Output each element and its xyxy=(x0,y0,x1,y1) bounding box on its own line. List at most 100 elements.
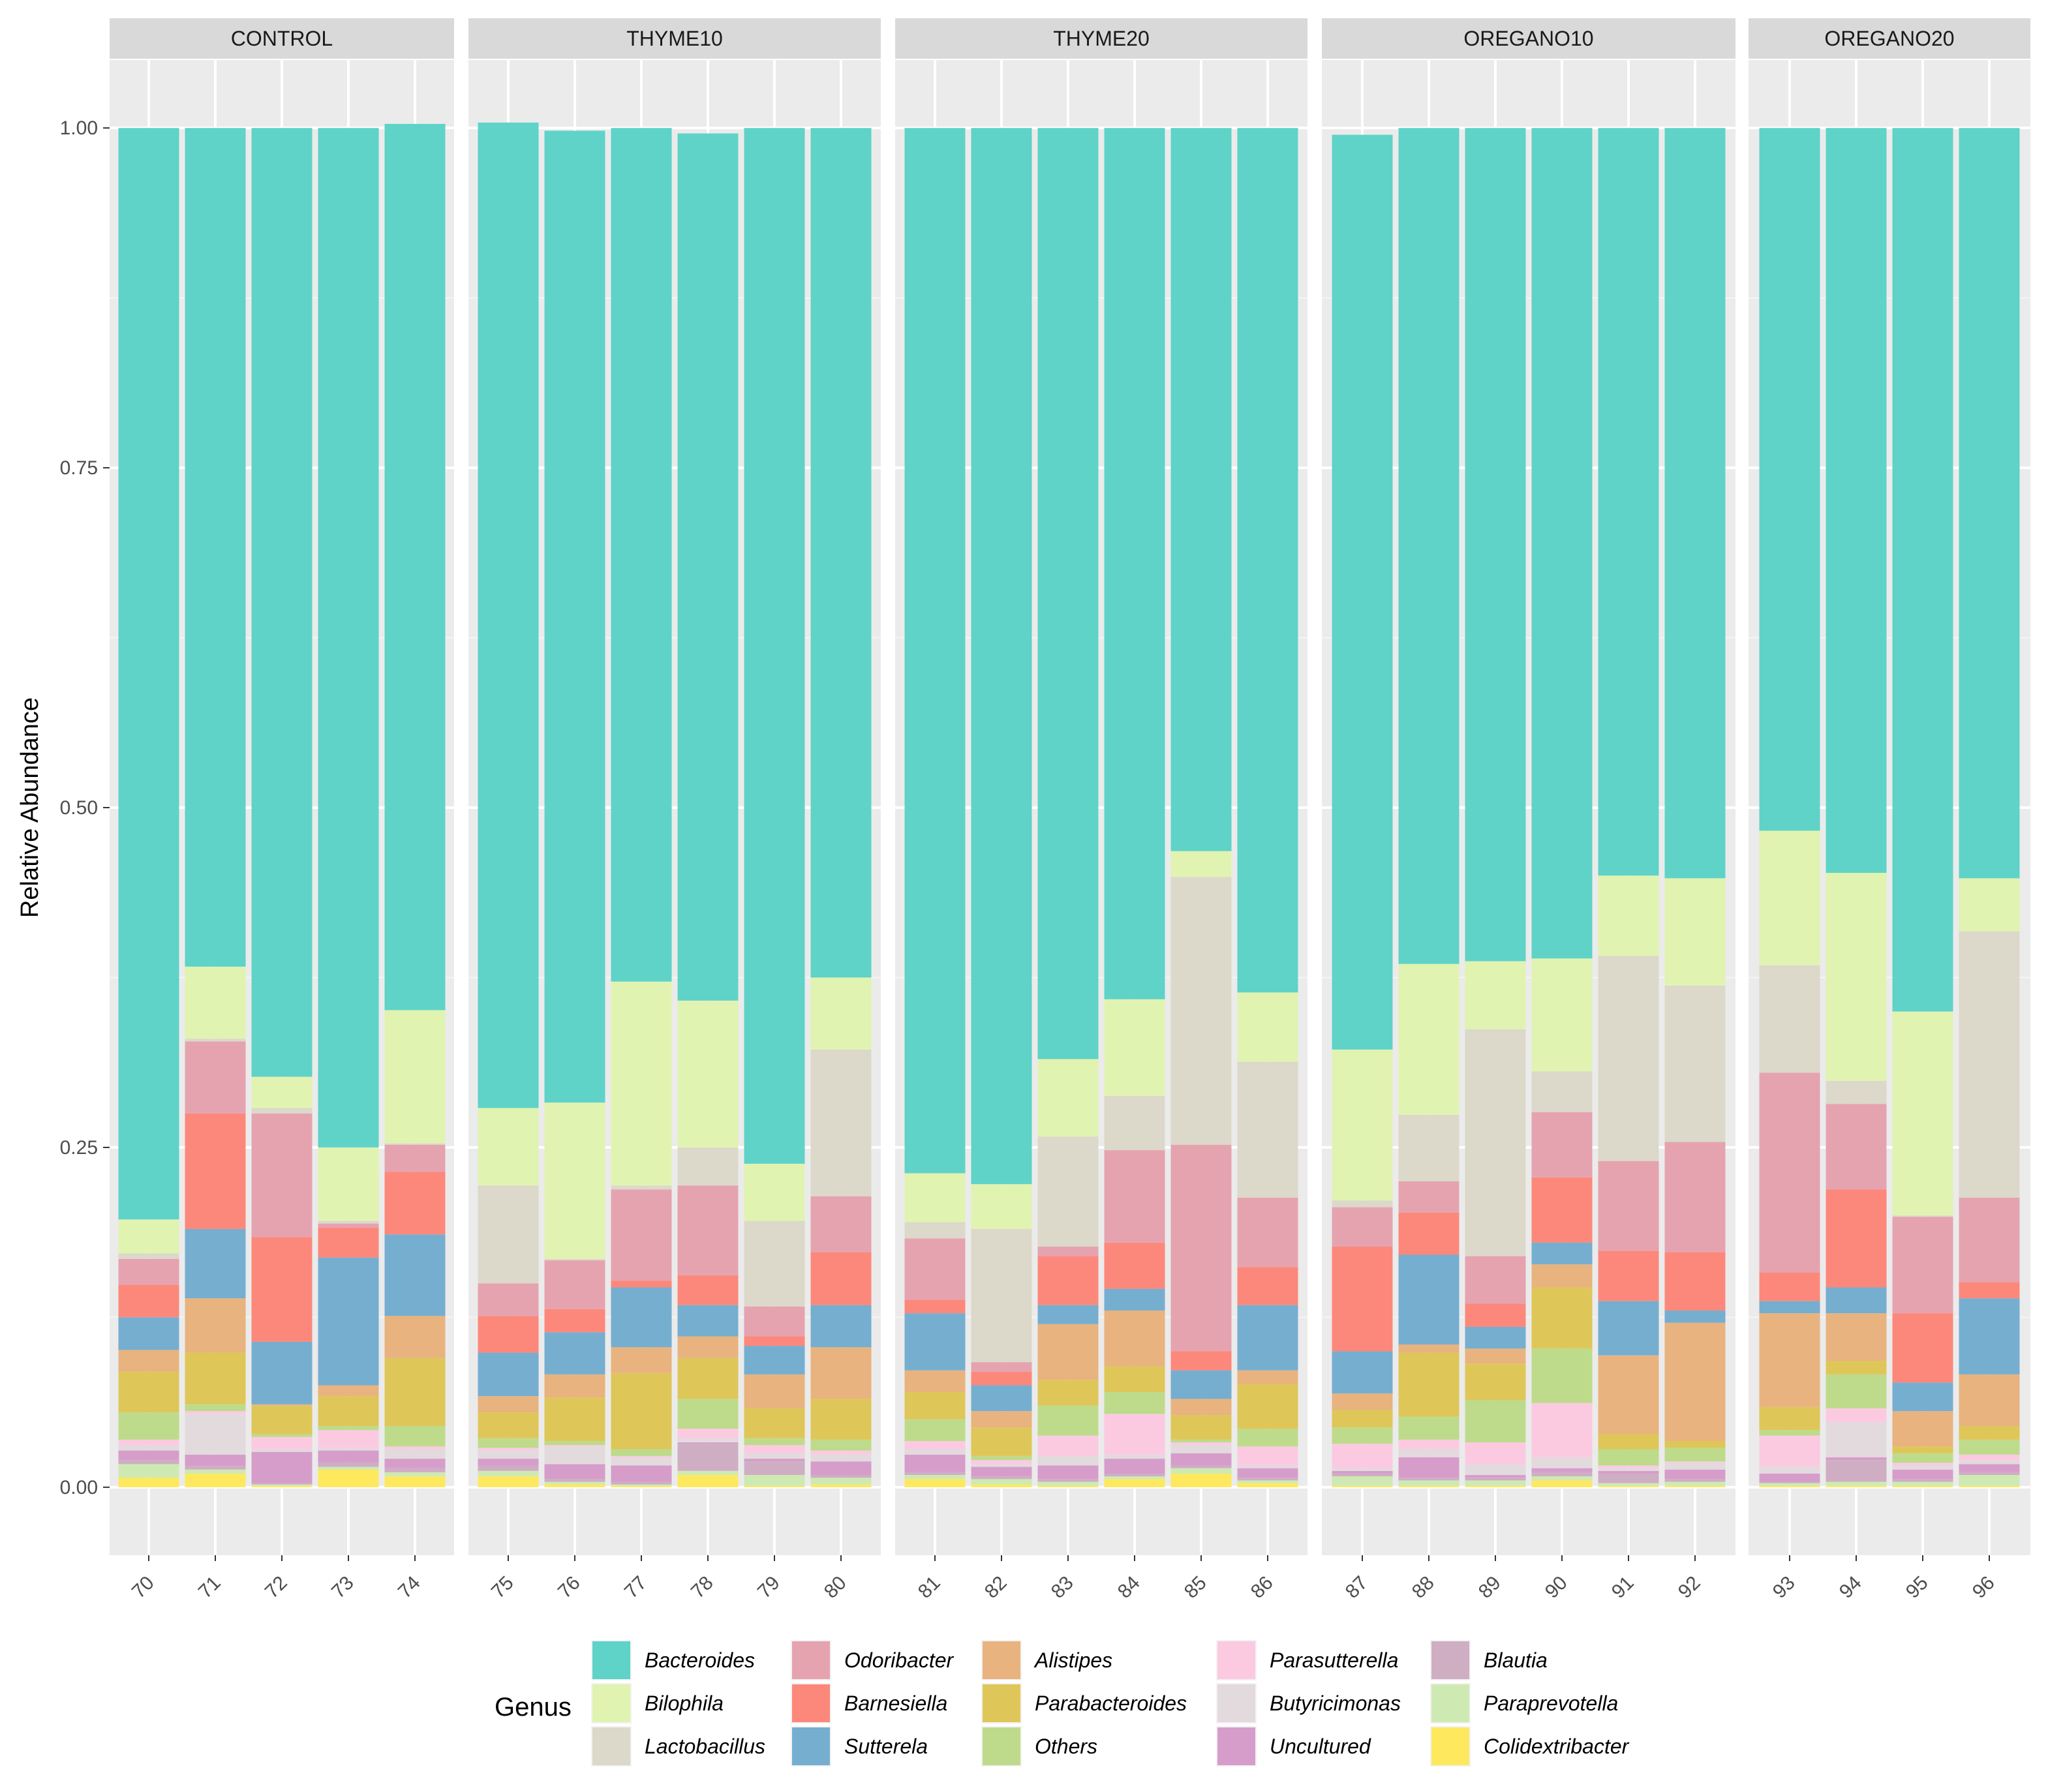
bar-segment-alistipes xyxy=(1959,1374,2020,1427)
bar-segment-blautia xyxy=(1170,1465,1232,1468)
bar-segment-butyricimonas xyxy=(1892,1465,1953,1470)
bar-segment-colidextribacter xyxy=(1104,1479,1165,1487)
bar-segment-butyricimonas xyxy=(185,1414,246,1455)
bar-segment-butyricimonas xyxy=(1398,1449,1460,1457)
bar-sample-76 xyxy=(544,130,605,1487)
legend-label: Sutterela xyxy=(844,1735,928,1758)
bar-segment-bilophila xyxy=(478,1108,539,1186)
bar-segment-others xyxy=(1759,1430,1820,1436)
bar-segment-blautia xyxy=(677,1444,739,1471)
bar-segment-bilophila xyxy=(1037,1059,1099,1137)
bar-segment-bacteroides xyxy=(1104,128,1165,999)
bar-segment-colidextribacter xyxy=(1170,1473,1232,1487)
legend-swatch xyxy=(983,1684,1020,1722)
facet-strip-label: THYME10 xyxy=(626,27,723,50)
bar-segment-alistipes xyxy=(810,1347,872,1399)
bar-segment-alistipes xyxy=(478,1396,539,1413)
bar-segment-lactobacillus xyxy=(904,1222,966,1239)
bar-segment-paraprevotella xyxy=(1826,1481,1887,1486)
bar-segment-butyricimonas xyxy=(118,1445,179,1451)
bar-segment-bilophila xyxy=(1332,1049,1393,1201)
bar-segment-lactobacillus xyxy=(1959,931,2020,1198)
bar-segment-butyricimonas xyxy=(1104,1454,1165,1459)
bar-segment-sutterela xyxy=(1237,1305,1298,1371)
bar-segment-uncultured xyxy=(904,1454,966,1472)
legend-swatch xyxy=(983,1641,1020,1679)
bar-sample-87 xyxy=(1332,134,1393,1487)
bar-segment-sutterela xyxy=(1664,1310,1726,1323)
bar-segment-barnesiella xyxy=(1759,1272,1820,1301)
bar-segment-others xyxy=(1398,1416,1460,1440)
bar-segment-others xyxy=(1959,1439,2020,1455)
bar-segment-butyricimonas xyxy=(1332,1468,1393,1471)
bar-segment-uncultured xyxy=(1598,1470,1659,1474)
bar-segment-paraprevotella xyxy=(185,1469,246,1474)
bar-segment-odoribacter xyxy=(1664,1142,1726,1253)
bar-segment-parabacteroides xyxy=(1170,1415,1232,1440)
bar-segment-uncultured xyxy=(744,1459,805,1462)
legend-label: Bilophila xyxy=(645,1692,724,1715)
bar-segment-alistipes xyxy=(677,1336,739,1358)
bar-segment-others xyxy=(251,1434,313,1437)
bar-segment-parasutterella xyxy=(478,1448,539,1451)
bar-segment-parasutterella xyxy=(1465,1442,1526,1465)
bar-segment-butyricimonas xyxy=(318,1448,379,1451)
bar-segment-odoribacter xyxy=(544,1260,605,1309)
bar-segment-parasutterella xyxy=(1959,1454,2020,1461)
bar-segment-uncultured xyxy=(1398,1457,1460,1478)
bar-segment-butyricimonas xyxy=(971,1464,1032,1467)
bar-segment-odoribacter xyxy=(1170,1144,1232,1352)
bar-segment-uncultured xyxy=(1465,1475,1526,1478)
bar-segment-others xyxy=(971,1455,1032,1461)
bar-segment-colidextribacter xyxy=(384,1476,446,1487)
legend-item-parabacteroides: Parabacteroides xyxy=(981,1683,1187,1724)
bar-segment-bacteroides xyxy=(1398,128,1460,964)
bar-segment-blautia xyxy=(118,1460,179,1465)
bar-segment-sutterela xyxy=(810,1305,872,1348)
bar-segment-parabacteroides xyxy=(1104,1366,1165,1392)
bar-segment-parabacteroides xyxy=(611,1373,672,1450)
legend-label: Butyricimonas xyxy=(1270,1692,1401,1715)
x-tick-label: 90 xyxy=(1541,1572,1572,1603)
bar-segment-parabacteroides xyxy=(118,1371,179,1413)
bar-segment-blautia xyxy=(1826,1460,1887,1482)
bar-segment-paraprevotella xyxy=(1398,1480,1460,1486)
bar-segment-bacteroides xyxy=(251,128,313,1077)
bar-segment-others xyxy=(1826,1374,1887,1408)
x-tick-label: 87 xyxy=(1341,1572,1372,1603)
bar-segment-parabacteroides xyxy=(677,1358,739,1399)
bar-segment-parabacteroides xyxy=(810,1399,872,1440)
bar-segment-paraprevotella xyxy=(611,1484,672,1486)
bar-segment-sutterela xyxy=(1398,1254,1460,1345)
bar-segment-odoribacter xyxy=(1465,1256,1526,1304)
bar-segment-alistipes xyxy=(1465,1348,1526,1364)
bar-segment-lactobacillus xyxy=(1170,877,1232,1145)
bar-segment-others xyxy=(1237,1429,1298,1447)
y-tick-label: 0.75 xyxy=(60,457,98,479)
legend-swatch xyxy=(1431,1641,1469,1679)
legend-swatch xyxy=(592,1727,630,1765)
legend-swatch xyxy=(792,1727,830,1765)
bar-segment-others xyxy=(1465,1400,1526,1443)
bar-segment-barnesiella xyxy=(1465,1303,1526,1327)
bar-segment-parabacteroides xyxy=(251,1405,313,1435)
bar-segment-sutterela xyxy=(478,1352,539,1397)
bar-segment-parabacteroides xyxy=(1398,1352,1460,1417)
legend-label: Lactobacillus xyxy=(645,1735,765,1758)
bar-segment-bilophila xyxy=(251,1076,313,1108)
facet-panel-thyme10: THYME10 75 76 77 78 79 80 xyxy=(468,18,881,1603)
bar-segment-colidextribacter xyxy=(1759,1485,1820,1487)
bar-segment-parasutterella xyxy=(1664,1461,1726,1463)
facet-strip-label: CONTROL xyxy=(231,27,333,50)
bar-segment-bacteroides xyxy=(611,128,672,982)
bar-segment-bacteroides xyxy=(744,128,805,1164)
y-tick-label: 0.50 xyxy=(60,797,98,819)
x-tick-label: 80 xyxy=(820,1572,851,1603)
bar-segment-parasutterella xyxy=(1332,1444,1393,1468)
bar-segment-colidextribacter xyxy=(744,1485,805,1487)
bar-segment-paraprevotella xyxy=(904,1475,966,1480)
bar-segment-odoribacter xyxy=(904,1238,966,1300)
legend-label: Parasutterella xyxy=(1270,1648,1398,1672)
bar-segment-uncultured xyxy=(1664,1469,1726,1480)
bar-sample-83 xyxy=(1037,128,1099,1487)
